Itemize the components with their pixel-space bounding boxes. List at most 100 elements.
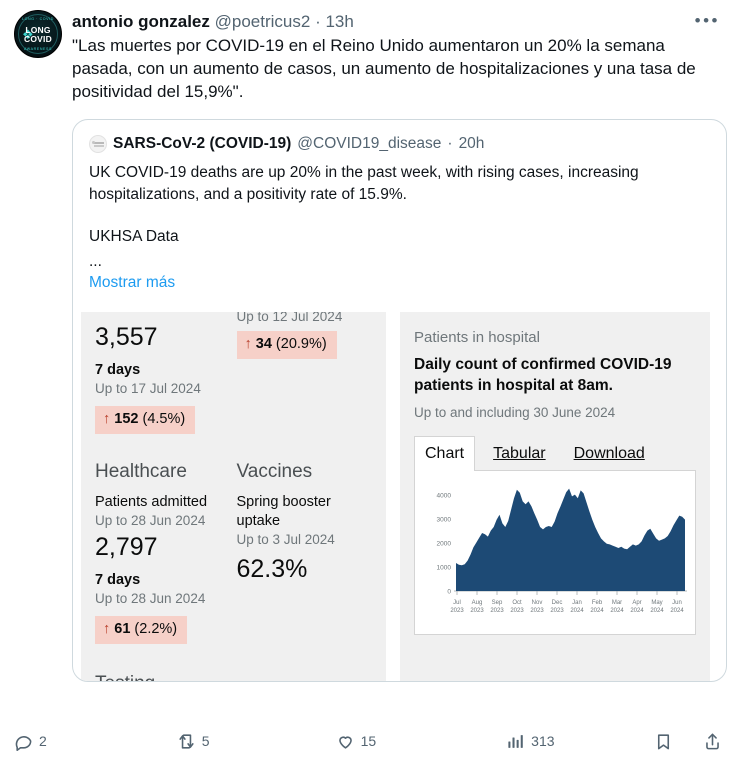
quoted-handle: @COVID19_disease [297,135,442,152]
admitted-change-pct: (2.2%) [134,621,178,637]
stats-bottom-row: Patients admitted Up to 28 Jun 2024 2,79… [95,493,372,644]
chart-view-tabs: Chart Tabular Download [414,436,696,471]
stats-panel-left: 3,557 7 days Up to 17 Jul 2024 ↑ 152 (4.5… [81,312,386,681]
avatar-ring [18,14,58,54]
like-button[interactable]: 15 [336,732,377,751]
quoted-tweet-text: UK COVID-19 deaths are up 20% in the pas… [89,164,639,203]
avatar-top-text: LONG · COVID [22,17,54,21]
show-more-link[interactable]: Mostrar más [89,274,176,291]
svg-text:2023: 2023 [550,608,564,614]
more-options-icon[interactable]: ••• [694,11,720,30]
svg-text:0: 0 [447,589,451,596]
svg-text:2023: 2023 [470,608,484,614]
svg-text:2000: 2000 [437,541,452,548]
author-handle[interactable]: @poetricus2 [214,12,311,31]
booster-date: Up to 3 Jul 2024 [236,532,335,547]
booster-label-line1: Spring booster [236,494,331,510]
deaths-date: Up to 17 Jul 2024 [95,381,201,396]
quoted-tweet-subtext: UKHSA Data [89,228,179,245]
up-arrow-icon-3: ↑ [103,621,111,637]
deaths-stat-block: 3,557 7 days Up to 17 Jul 2024 ↑ 152 (4.5… [95,312,231,434]
secondary-stat-block: Up to 12 Jul 2024 ↑ 34 (20.9%) [236,312,373,434]
svg-text:2024: 2024 [610,608,624,614]
testing-section-title: Testing [95,672,372,681]
tweet-action-bar: 2 5 15 313 [14,724,722,758]
chart-container: 4000 3000 2000 1000 0 [414,470,696,635]
svg-text:Feb: Feb [592,600,603,606]
hospital-chart-panel: Patients in hospital Daily count of conf… [400,312,710,681]
svg-text:4000: 4000 [437,493,452,500]
svg-text:Jul: Jul [453,600,461,606]
deaths-change-pct: (4.5%) [142,411,186,427]
quoted-timestamp: 20h [458,135,485,152]
svg-text:Jan: Jan [572,600,582,606]
reply-icon [15,735,32,751]
quoted-text-ellipsis: ... [89,253,102,270]
like-count: 15 [360,733,377,749]
tab-tabular[interactable]: Tabular [493,445,546,462]
svg-text:2024: 2024 [630,608,644,614]
secondary-date: Up to 12 Jul 2024 [236,312,343,324]
avatar-core-line1: LONG [25,25,51,35]
svg-text:Mar: Mar [612,600,622,606]
header-separator: · [315,12,321,31]
bookmark-button[interactable] [654,732,673,751]
svg-text:2024: 2024 [570,608,584,614]
tweet-timestamp[interactable]: 13h [325,12,354,31]
svg-text:Sep: Sep [492,600,503,606]
admitted-period: 7 days [95,572,141,588]
svg-text:2023: 2023 [510,608,524,614]
svg-text:2023: 2023 [490,608,504,614]
admitted-period-date: Up to 28 Jun 2024 [95,591,206,606]
svg-text:Aug: Aug [472,600,483,606]
svg-text:2023: 2023 [530,608,544,614]
hospital-title-line2: patients in hospital at 8am. [414,377,613,394]
clipped-date-row: Up to 12 Jul 2024 [237,312,373,326]
admitted-value: 2,797 [95,533,158,561]
reply-count: 2 [39,733,47,749]
quoted-display-name: SARS-CoV-2 (COVID-19) [113,135,292,152]
patients-admitted-block: Patients admitted Up to 28 Jun 2024 2,79… [95,493,231,644]
author-display-name[interactable]: antonio gonzalez [72,12,210,31]
quoted-separator: · [447,135,453,152]
share-button[interactable] [703,732,722,751]
vaccines-section-title: Vaccines [236,461,313,482]
booster-value: 62.3% [236,555,308,583]
views-button[interactable]: 313 [506,732,555,751]
up-arrow-icon: ↑ [103,411,111,427]
quoted-tweet-card[interactable]: SARS-CoV-2 (COVID-19) @COVID19_disease ·… [72,119,727,682]
tab-chart[interactable]: Chart [414,436,476,471]
y-axis-labels: 4000 3000 2000 1000 0 [437,493,452,596]
retweet-icon [179,733,194,749]
reply-button[interactable]: 2 [14,732,47,751]
quoted-tweet-body: UK COVID-19 deaths are up 20% in the pas… [73,154,726,294]
svg-text:Nov: Nov [532,600,543,606]
retweet-button[interactable]: 5 [177,732,210,751]
stats-section-titles: Healthcare Vaccines [95,460,372,484]
deaths-change-value: 152 [114,411,139,427]
svg-text:Dec: Dec [552,600,563,606]
svg-text:2024: 2024 [670,608,684,614]
retweet-count: 5 [201,733,210,749]
quoted-tweet-header: SARS-CoV-2 (COVID-19) @COVID19_disease ·… [73,120,726,154]
avatar[interactable]: LONG · COVID ❖ LONG COVID AWARENESS [14,10,62,58]
stats-top-row: 3,557 7 days Up to 17 Jul 2024 ↑ 152 (4.5… [95,312,372,434]
quoted-avatar[interactable] [89,135,107,153]
up-arrow-icon-2: ↑ [244,336,252,352]
admitted-label: Patients admitted [95,494,208,510]
svg-text:2024: 2024 [650,608,664,614]
hospital-area-chart: 4000 3000 2000 1000 0 [437,488,687,614]
spring-booster-block: Spring booster uptake Up to 3 Jul 2024 6… [237,493,373,644]
svg-text:Apr: Apr [632,600,641,606]
views-count: 313 [531,733,555,749]
tab-download[interactable]: Download [573,445,645,462]
svg-text:May: May [651,600,662,606]
healthcare-section-title: Healthcare [95,461,187,482]
hospital-date: Up to and including 30 June 2024 [414,405,616,420]
hospital-kicker: Patients in hospital [414,329,540,346]
hospital-title: Daily count of confirmed COVID-19 patien… [414,354,696,396]
deaths-change-chip: ↑ 152 (4.5%) [95,406,196,434]
x-axis-ticks [456,591,678,595]
